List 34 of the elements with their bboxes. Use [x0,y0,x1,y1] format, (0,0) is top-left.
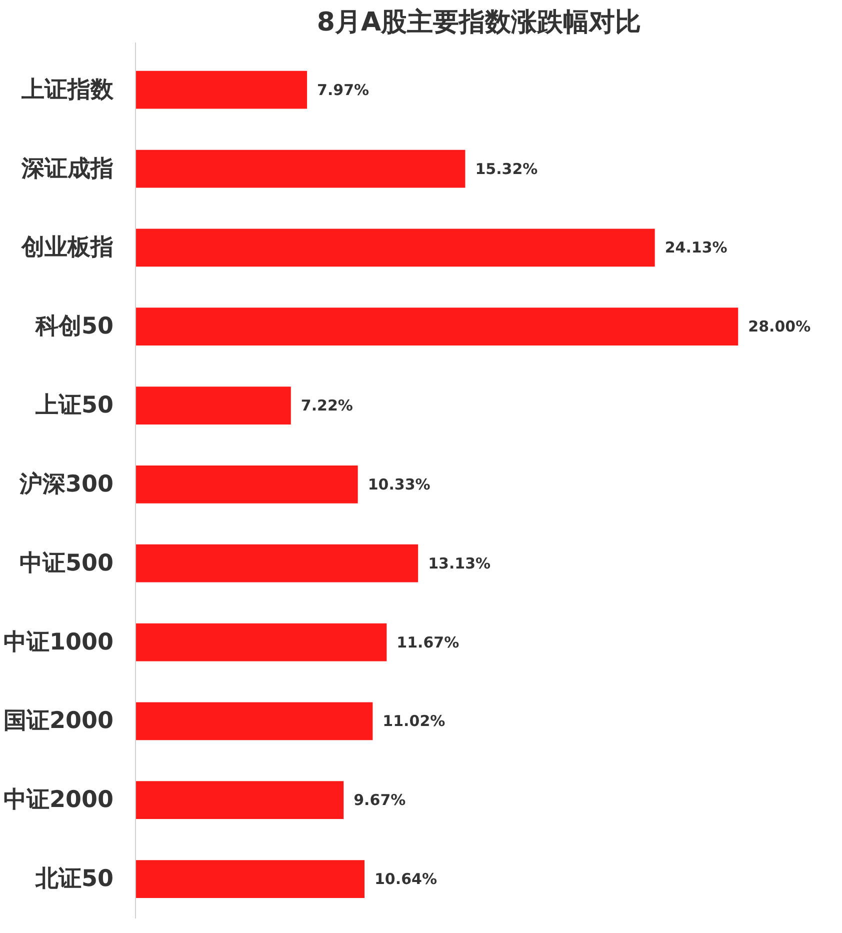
data-label: 7.22% [300,396,353,415]
y-tick-label: 国证2000 [3,708,114,734]
y-tick-label: 中证1000 [3,629,114,656]
chart-title: 8月A股主要指数涨跌幅对比 [316,8,642,38]
bar [136,308,738,346]
bar [136,544,418,582]
y-tick-label: 上证50 [34,392,114,419]
y-tick-label: 中证500 [19,550,114,576]
y-tick-label: 科创50 [34,314,114,340]
data-label: 24.13% [664,238,728,257]
y-tick-label: 创业板指 [20,234,114,261]
y-tick-label: 中证2000 [3,787,114,814]
y-tick-label: 北证50 [34,866,114,892]
data-label: 7.97% [317,80,370,99]
data-label: 11.67% [396,633,460,652]
data-label: 9.67% [354,791,406,810]
data-label: 15.32% [475,160,538,178]
bar [136,386,291,424]
data-label: 10.64% [374,870,437,888]
bar [136,623,387,662]
bar [136,150,466,188]
bar [136,860,364,898]
y-tick-label: 深证成指 [20,156,114,182]
bar [136,781,344,820]
y-tick-label: 沪深300 [18,470,114,498]
data-label: 11.02% [382,712,446,730]
bar [136,702,373,740]
bar [136,70,308,109]
data-label: 28.00% [748,318,811,336]
data-label: 13.13% [428,554,491,572]
data-label: 10.33% [368,475,430,494]
bar [136,466,358,504]
y-tick-label: 上证指数 [20,76,114,103]
bar [136,228,655,267]
